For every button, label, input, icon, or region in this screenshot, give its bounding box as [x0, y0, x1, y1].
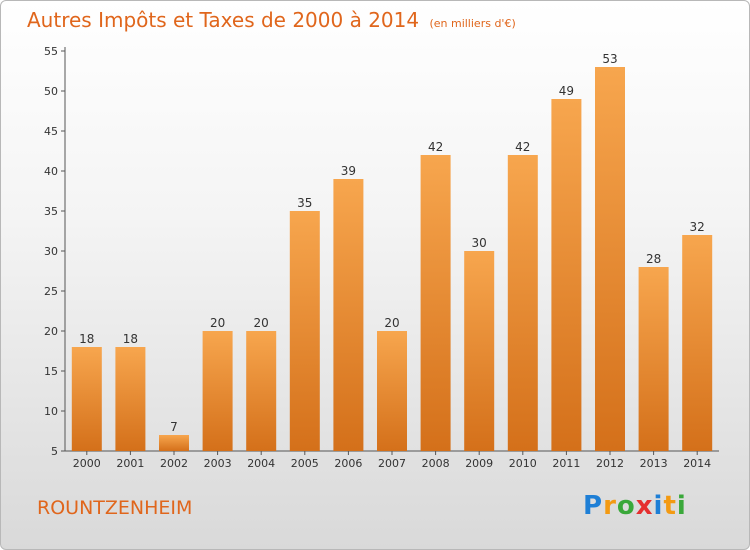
x-tick-label: 2008: [422, 457, 450, 470]
bar-value-label: 20: [384, 316, 399, 330]
y-tick-label: 50: [44, 85, 58, 98]
bar: [682, 235, 713, 451]
region-name: ROUNTZENHEIM: [37, 497, 193, 519]
logo-letter: i: [676, 491, 687, 521]
chart-title: Autres Impôts et Taxes de 2000 à 2014 (e…: [27, 8, 516, 32]
y-tick-label: 10: [44, 405, 58, 418]
x-tick-label: 2001: [116, 457, 144, 470]
bar-value-label: 18: [123, 332, 138, 346]
bar-value-label: 18: [79, 332, 94, 346]
bar-value-label: 20: [254, 316, 269, 330]
bar-value-label: 7: [170, 420, 178, 434]
y-tick-label: 55: [44, 45, 58, 58]
y-tick-label: 25: [44, 285, 58, 298]
bar: [115, 347, 146, 451]
proxiti-logo: Proxiti: [583, 491, 687, 521]
x-tick-label: 2000: [73, 457, 101, 470]
logo-letter: r: [603, 491, 617, 521]
bar: [289, 211, 320, 451]
x-tick-label: 2011: [552, 457, 580, 470]
y-tick-label: 45: [44, 125, 58, 138]
title-text: Autres Impôts et Taxes de 2000 à 2014: [27, 8, 420, 32]
x-tick-label: 2014: [683, 457, 711, 470]
x-tick-label: 2002: [160, 457, 188, 470]
bar: [464, 251, 495, 451]
bar: [638, 267, 669, 451]
y-tick-label: 15: [44, 365, 58, 378]
logo-letter: i: [653, 491, 664, 521]
bar-value-label: 42: [428, 140, 443, 154]
bar: [377, 331, 407, 451]
bar: [159, 435, 189, 451]
bar-value-label: 35: [297, 196, 312, 210]
x-tick-label: 2009: [465, 457, 493, 470]
bar-value-label: 30: [472, 236, 487, 250]
bar-value-label: 53: [602, 52, 617, 66]
logo-letter: t: [663, 491, 677, 521]
bar: [551, 99, 582, 451]
bar: [333, 179, 364, 451]
bar: [246, 331, 277, 451]
bar-value-label: 49: [559, 84, 574, 98]
chart-subtitle: (en milliers d'€): [429, 17, 516, 30]
bar: [420, 155, 451, 451]
y-tick-label: 20: [44, 325, 58, 338]
x-tick-label: 2003: [204, 457, 232, 470]
bar: [595, 67, 625, 451]
x-tick-label: 2005: [291, 457, 319, 470]
logo-letter: x: [635, 491, 654, 521]
x-tick-label: 2012: [596, 457, 624, 470]
bar-value-label: 39: [341, 164, 356, 178]
y-tick-label: 30: [44, 245, 58, 258]
x-tick-label: 2013: [640, 457, 668, 470]
y-tick-label: 5: [51, 445, 58, 458]
y-tick-label: 40: [44, 165, 58, 178]
x-tick-label: 2010: [509, 457, 537, 470]
bar-value-label: 20: [210, 316, 225, 330]
logo-letter: o: [616, 491, 636, 521]
logo-letter: P: [583, 491, 604, 521]
bar-value-label: 28: [646, 252, 661, 266]
bar: [202, 331, 233, 451]
y-tick-label: 35: [44, 205, 58, 218]
x-tick-label: 2004: [247, 457, 275, 470]
bar: [507, 155, 538, 451]
bar: [71, 347, 102, 451]
bar-value-label: 42: [515, 140, 530, 154]
x-tick-label: 2007: [378, 457, 406, 470]
bar-value-label: 32: [690, 220, 705, 234]
x-tick-label: 2006: [334, 457, 362, 470]
